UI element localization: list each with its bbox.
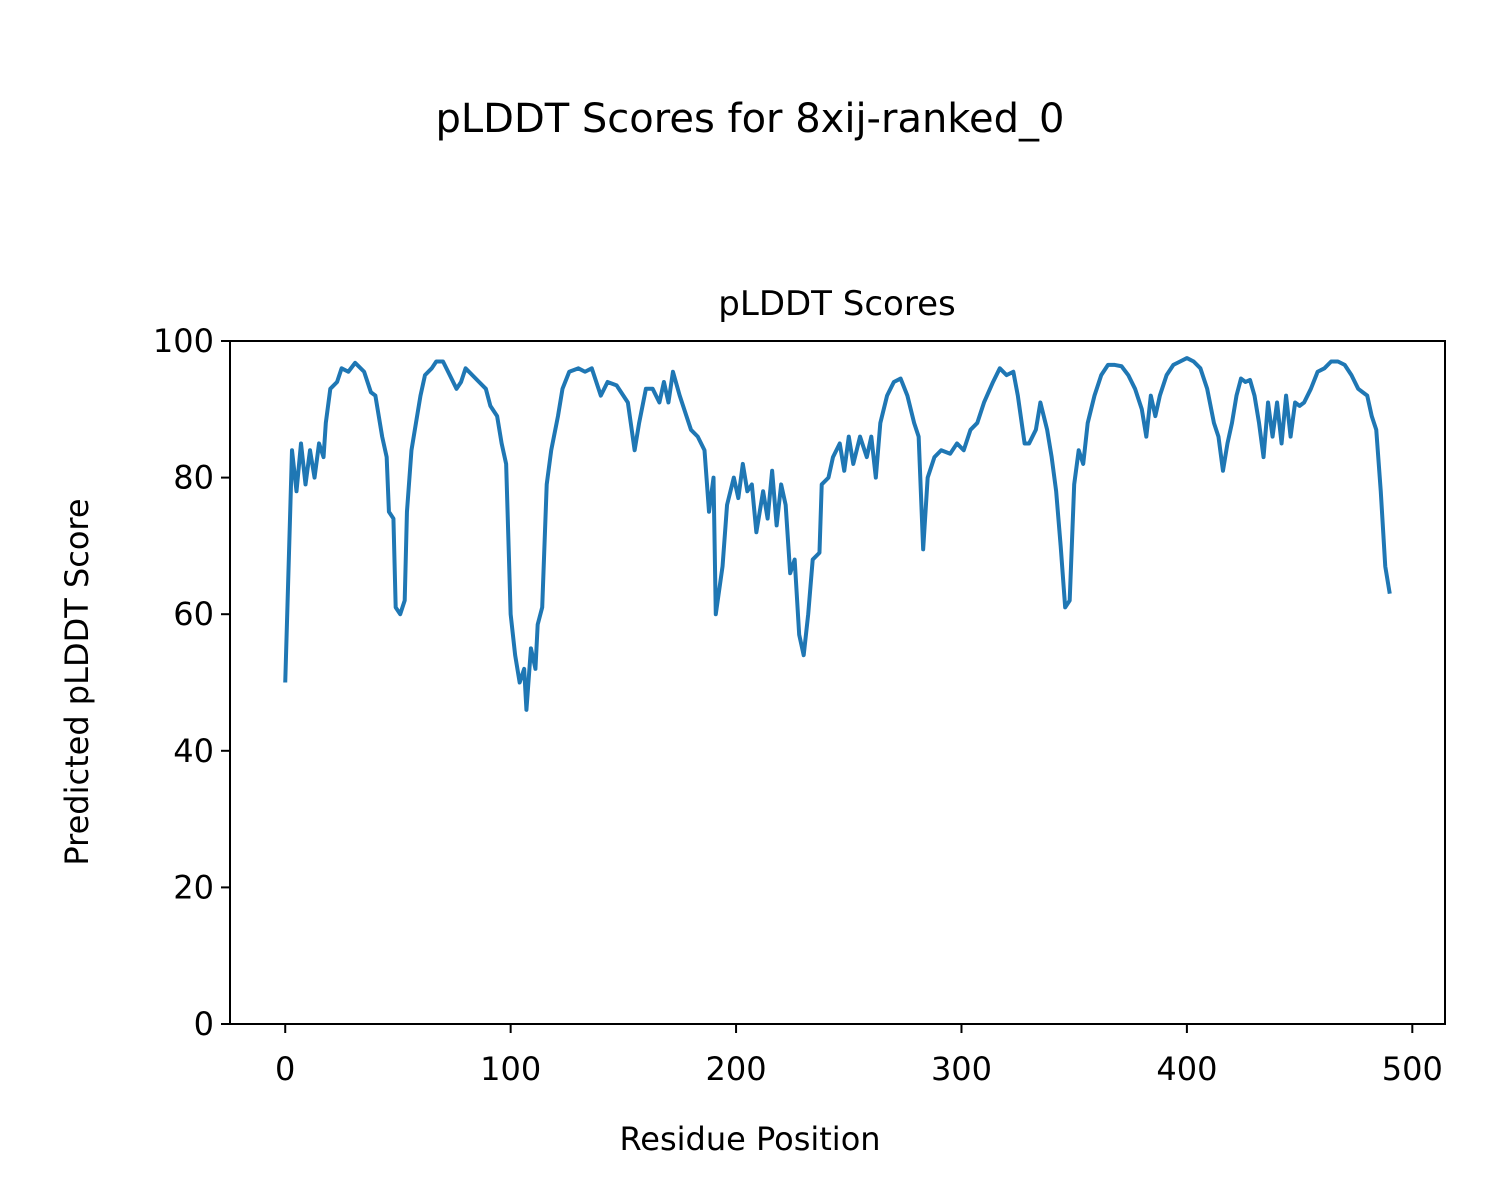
y-tick-label: 80 — [173, 459, 214, 497]
y-axis-label: Predicted pLDDT Score — [58, 498, 96, 865]
x-tick-label: 500 — [1382, 1050, 1443, 1088]
x-axis-label: Residue Position — [619, 1120, 880, 1158]
y-tick-label: 40 — [173, 732, 214, 770]
y-tick-label: 20 — [173, 868, 214, 906]
axes-frame — [229, 340, 1446, 1025]
x-tick-label: 100 — [480, 1050, 541, 1088]
line — [283, 356, 1392, 712]
y-tick-label: 100 — [153, 322, 214, 360]
x-tick-label: 200 — [706, 1050, 767, 1088]
chart-title: pLDDT Scores — [718, 284, 955, 324]
y-tick-label: 60 — [173, 595, 214, 633]
x-tick-label: 400 — [1156, 1050, 1217, 1088]
x-tick-label: 0 — [275, 1050, 295, 1088]
suptitle: pLDDT Scores for 8xij-ranked_0 — [435, 96, 1064, 142]
x-tick-label: 300 — [931, 1050, 992, 1088]
y-tick-label: 0 — [194, 1005, 214, 1043]
